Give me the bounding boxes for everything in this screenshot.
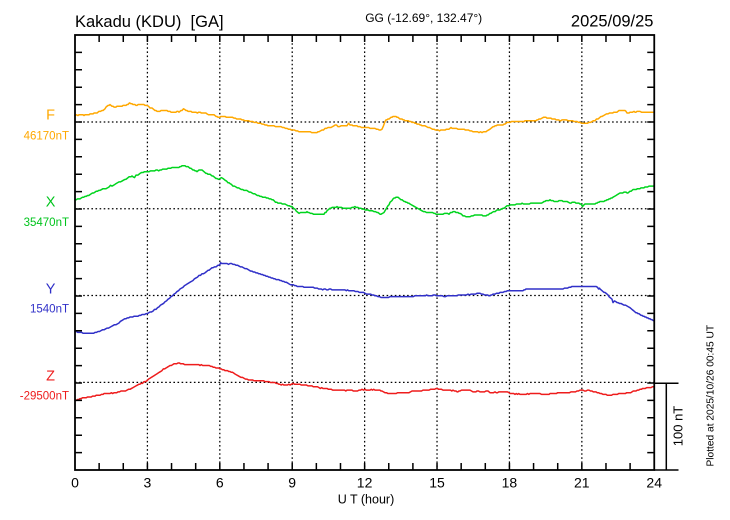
svg-text:-29500nT: -29500nT [20,391,69,403]
svg-text:3: 3 [144,475,152,491]
svg-text:U T (hour): U T (hour) [338,493,395,507]
svg-text:18: 18 [502,475,518,491]
svg-text:1540nT: 1540nT [30,304,69,316]
svg-text:9: 9 [288,475,296,491]
svg-text:Plotted at 2025/10/26 00:45 UT: Plotted at 2025/10/26 00:45 UT [706,325,717,467]
svg-text:46170nT: 46170nT [24,130,69,142]
svg-text:2025/09/25: 2025/09/25 [571,13,654,31]
svg-text:Z: Z [46,369,55,385]
svg-text:35470nT: 35470nT [24,217,69,229]
svg-text:0: 0 [71,475,79,491]
svg-text:Kakadu (KDU) [GA]: Kakadu (KDU) [GA] [75,13,224,31]
svg-text:GG (-12.69°, 132.47°): GG (-12.69°, 132.47°) [365,11,482,25]
svg-text:X: X [46,195,56,211]
svg-text:F: F [46,108,55,124]
svg-text:24: 24 [646,475,662,491]
svg-text:6: 6 [216,475,224,491]
svg-text:100 nT: 100 nT [671,406,686,447]
svg-text:12: 12 [357,475,373,491]
svg-text:21: 21 [574,475,590,491]
svg-text:Y: Y [46,282,56,298]
svg-text:15: 15 [429,475,445,491]
